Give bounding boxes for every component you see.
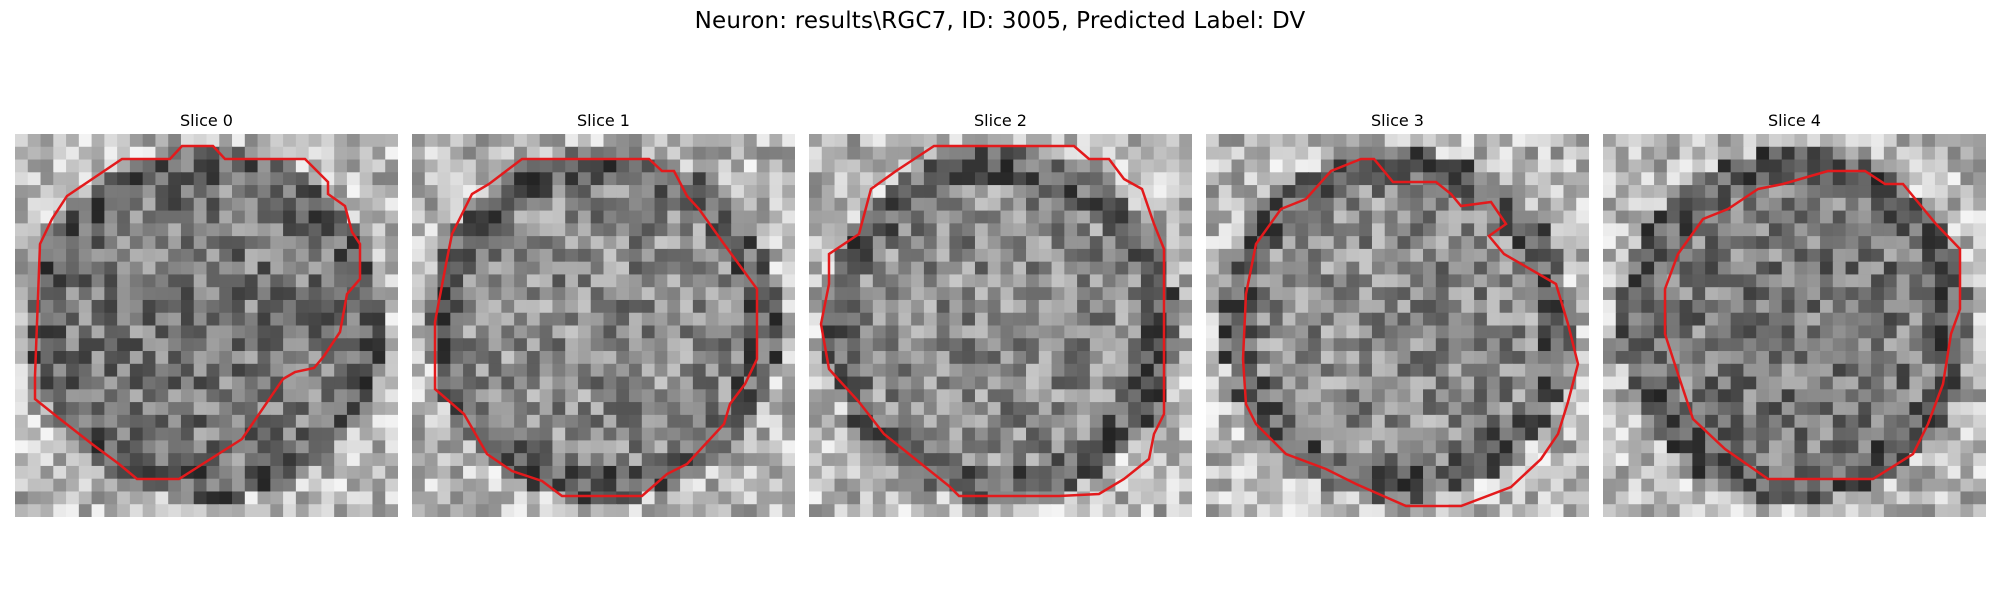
slice-image-svg (1206, 134, 1589, 517)
slice-panel-0: Slice 0 (15, 110, 398, 517)
slice-title: Slice 0 (180, 111, 233, 130)
slice-image (1603, 134, 1986, 517)
slice-panel-3: Slice 3 (1206, 110, 1589, 517)
grayscale-pixel-grid (1206, 134, 1589, 517)
slice-image-svg (15, 134, 398, 517)
neuron-outline (433, 157, 759, 498)
neuron-outline (819, 144, 1166, 498)
neuron-outline (1663, 169, 1962, 481)
grayscale-pixel-grid (15, 134, 398, 517)
grayscale-pixel-grid (1603, 134, 1986, 517)
slice-image (1206, 134, 1589, 517)
slice-title: Slice 2 (974, 111, 1027, 130)
slice-image-svg (809, 134, 1192, 517)
slice-panel-2: Slice 2 (809, 110, 1192, 517)
neuron-outline (33, 144, 362, 481)
slice-title: Slice 4 (1768, 111, 1821, 130)
slice-panel-1: Slice 1 (412, 110, 795, 517)
slice-image-svg (1603, 134, 1986, 517)
slice-image (412, 134, 795, 517)
slice-image-svg (412, 134, 795, 517)
slice-title: Slice 3 (1371, 111, 1424, 130)
slice-title: Slice 1 (577, 111, 630, 130)
slice-image (809, 134, 1192, 517)
slice-image (15, 134, 398, 517)
grayscale-pixel-grid (412, 134, 795, 517)
figure-title: Neuron: results\RGC7, ID: 3005, Predicte… (694, 8, 1306, 34)
neuron-outline (1241, 157, 1580, 508)
slice-panel-4: Slice 4 (1603, 110, 1986, 517)
grayscale-pixel-grid (809, 134, 1192, 517)
